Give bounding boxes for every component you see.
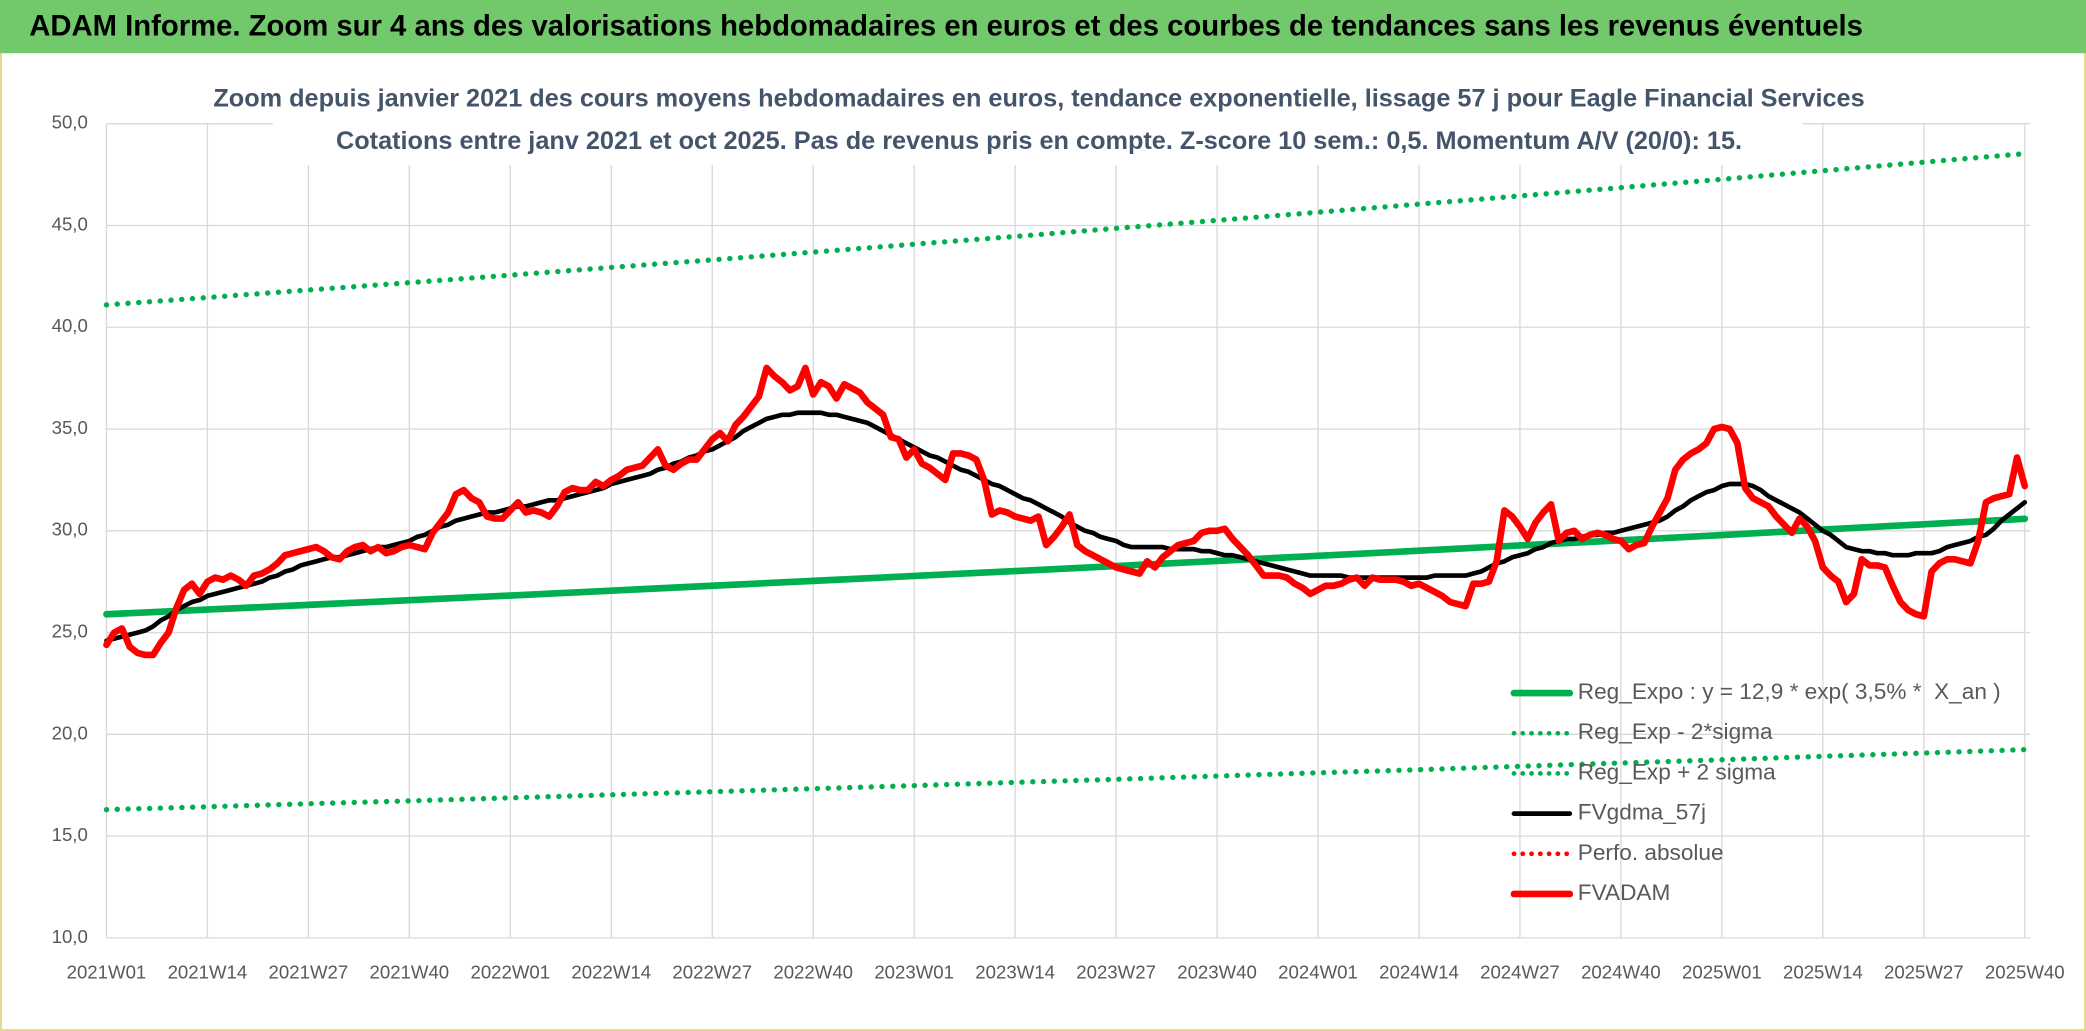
x-tick-label: 2024W14 — [1379, 962, 1459, 983]
x-tick-label: 2024W27 — [1480, 962, 1560, 983]
legend-label: Reg_Exp - 2*sigma — [1578, 719, 1773, 744]
legend-label: FVgdma_57j — [1578, 800, 1706, 825]
y-tick-label: 35,0 — [52, 417, 88, 438]
y-tick-label: 50,0 — [52, 112, 88, 133]
x-tick-label: 2024W40 — [1581, 962, 1661, 983]
x-tick-label: 2021W40 — [370, 962, 450, 983]
x-tick-label: 2023W14 — [975, 962, 1055, 983]
y-tick-label: 10,0 — [52, 926, 88, 947]
legend-label: FVADAM — [1578, 880, 1671, 905]
x-tick-label: 2025W40 — [1985, 962, 2065, 983]
series-line — [103, 746, 2028, 813]
series-line — [103, 150, 2028, 308]
y-tick-label: 20,0 — [52, 722, 88, 743]
x-tick-label: 2023W01 — [874, 962, 954, 983]
legend-label: Perfo. absolue — [1578, 840, 1724, 865]
y-tick-label: 25,0 — [52, 620, 88, 641]
x-tick-label: 2022W40 — [773, 962, 853, 983]
x-tick-label: 2022W27 — [672, 962, 752, 983]
x-tick-label: 2025W01 — [1682, 962, 1762, 983]
legend-label: Reg_Expo : y = 12,9 * exp( 3,5% * X_an ) — [1578, 679, 2001, 704]
y-tick-label: 30,0 — [52, 519, 88, 540]
x-tick-label: 2024W01 — [1278, 962, 1358, 983]
x-tick-label: 2022W01 — [470, 962, 550, 983]
x-tick-label: 2025W14 — [1783, 962, 1863, 983]
x-tick-label: 2023W27 — [1076, 962, 1156, 983]
header-bar — [0, 0, 2086, 54]
series-line — [103, 515, 2029, 618]
y-tick-label: 40,0 — [52, 315, 88, 336]
x-tick-label: 2022W14 — [571, 962, 651, 983]
x-tick-label: 2021W27 — [269, 962, 349, 983]
chart-title: ADAM Informe. Zoom sur 4 ans des valoris… — [29, 11, 1863, 43]
x-tick-label: 2025W27 — [1884, 962, 1964, 983]
chart-subtitle: Cotations entre janv 2021 et oct 2025. P… — [336, 127, 1742, 155]
x-tick-label: 2021W01 — [67, 962, 147, 983]
y-tick-label: 45,0 — [52, 213, 88, 234]
chart-subtitle: Zoom depuis janvier 2021 des cours moyen… — [213, 84, 1864, 112]
legend-label: Reg_Exp + 2 sigma — [1578, 759, 1776, 784]
subtitle-bg — [272, 77, 1803, 165]
x-tick-label: 2023W40 — [1177, 962, 1257, 983]
x-tick-label: 2021W14 — [168, 962, 248, 983]
y-tick-label: 15,0 — [52, 824, 88, 845]
series-line — [103, 364, 2029, 659]
